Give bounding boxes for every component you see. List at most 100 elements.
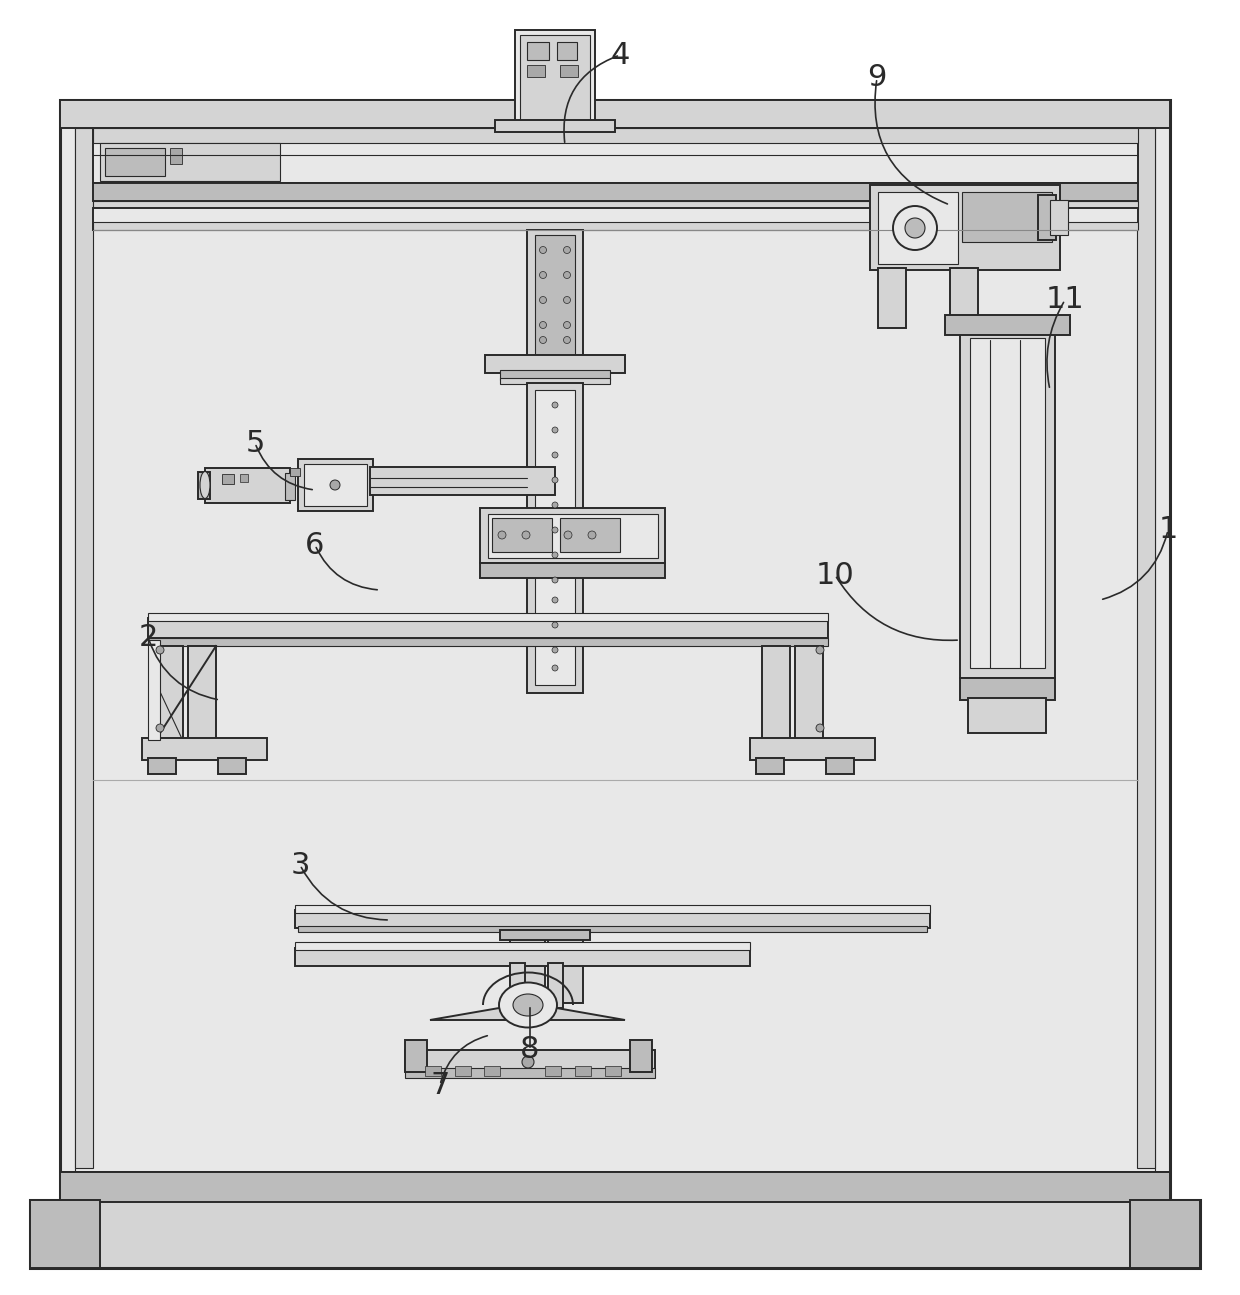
Bar — [970, 338, 1045, 668]
Bar — [1137, 128, 1154, 1168]
Bar — [148, 638, 828, 646]
Bar — [548, 963, 563, 1008]
Circle shape — [539, 246, 547, 254]
Bar — [763, 646, 790, 741]
Bar — [60, 1172, 1171, 1200]
Bar — [148, 640, 160, 739]
Circle shape — [563, 246, 570, 254]
Bar — [878, 192, 959, 264]
Bar — [560, 518, 620, 552]
Bar — [557, 41, 577, 60]
Circle shape — [893, 206, 937, 250]
Circle shape — [552, 666, 558, 671]
Circle shape — [552, 597, 558, 603]
Bar — [295, 910, 930, 929]
Bar — [290, 467, 300, 477]
Circle shape — [552, 477, 558, 483]
Bar — [295, 948, 750, 966]
Bar — [495, 120, 615, 132]
Circle shape — [552, 527, 558, 534]
Circle shape — [522, 1055, 534, 1068]
Bar — [405, 1040, 427, 1072]
Bar — [188, 646, 216, 741]
Bar — [480, 508, 665, 563]
Bar — [515, 30, 595, 126]
Bar — [968, 698, 1047, 733]
Text: 9: 9 — [867, 63, 887, 92]
Bar — [950, 268, 978, 328]
Bar — [500, 370, 610, 379]
Bar — [455, 1066, 471, 1076]
Bar — [298, 458, 373, 512]
Bar — [527, 383, 583, 693]
Bar — [826, 758, 854, 774]
Bar — [510, 963, 525, 1008]
Bar — [527, 65, 546, 76]
Bar — [480, 563, 665, 578]
Bar — [548, 935, 583, 1004]
Bar — [527, 41, 549, 60]
Bar — [500, 378, 610, 385]
Circle shape — [563, 272, 570, 278]
Bar — [534, 234, 575, 360]
Bar — [500, 930, 590, 940]
Circle shape — [156, 724, 164, 732]
Bar — [560, 65, 578, 76]
Bar — [143, 738, 267, 760]
Circle shape — [588, 531, 596, 539]
Text: 8: 8 — [521, 1036, 539, 1064]
Bar — [484, 1066, 500, 1076]
Circle shape — [552, 401, 558, 408]
Bar — [945, 315, 1070, 335]
Bar — [241, 474, 248, 482]
Bar — [492, 518, 552, 552]
Circle shape — [539, 297, 547, 303]
Circle shape — [498, 531, 506, 539]
Circle shape — [522, 531, 529, 539]
Text: 2: 2 — [139, 623, 157, 651]
Bar — [198, 471, 210, 499]
Circle shape — [563, 321, 570, 329]
Circle shape — [552, 502, 558, 508]
Bar — [605, 1066, 621, 1076]
Bar — [148, 613, 828, 622]
Bar — [222, 474, 234, 484]
Text: 5: 5 — [246, 429, 264, 457]
Bar — [205, 467, 290, 502]
Bar — [93, 128, 1138, 183]
Bar — [1050, 199, 1068, 234]
Bar — [405, 1050, 655, 1070]
Bar — [546, 1066, 560, 1076]
Bar — [425, 1066, 441, 1076]
Bar — [93, 128, 1138, 142]
Bar — [74, 128, 93, 1168]
Bar — [1038, 196, 1056, 240]
Ellipse shape — [513, 995, 543, 1017]
Bar — [960, 679, 1055, 701]
Bar — [750, 738, 875, 760]
Bar — [170, 148, 182, 164]
Bar — [962, 192, 1052, 242]
Bar — [878, 268, 906, 328]
Circle shape — [539, 337, 547, 343]
Circle shape — [552, 622, 558, 628]
Bar — [155, 646, 184, 741]
Circle shape — [156, 646, 164, 654]
Bar — [93, 208, 1138, 231]
Bar — [295, 905, 930, 913]
Polygon shape — [430, 1004, 625, 1020]
Circle shape — [816, 646, 825, 654]
Circle shape — [539, 272, 547, 278]
Circle shape — [564, 531, 572, 539]
Bar — [960, 328, 1055, 679]
Bar — [630, 1040, 652, 1072]
Bar — [285, 473, 295, 500]
Bar — [489, 514, 658, 558]
Bar — [30, 1200, 1200, 1268]
Bar — [148, 618, 828, 638]
Circle shape — [563, 297, 570, 303]
Bar — [795, 646, 823, 741]
Bar — [298, 926, 928, 932]
Bar — [93, 201, 1138, 208]
Bar — [74, 115, 1154, 1185]
